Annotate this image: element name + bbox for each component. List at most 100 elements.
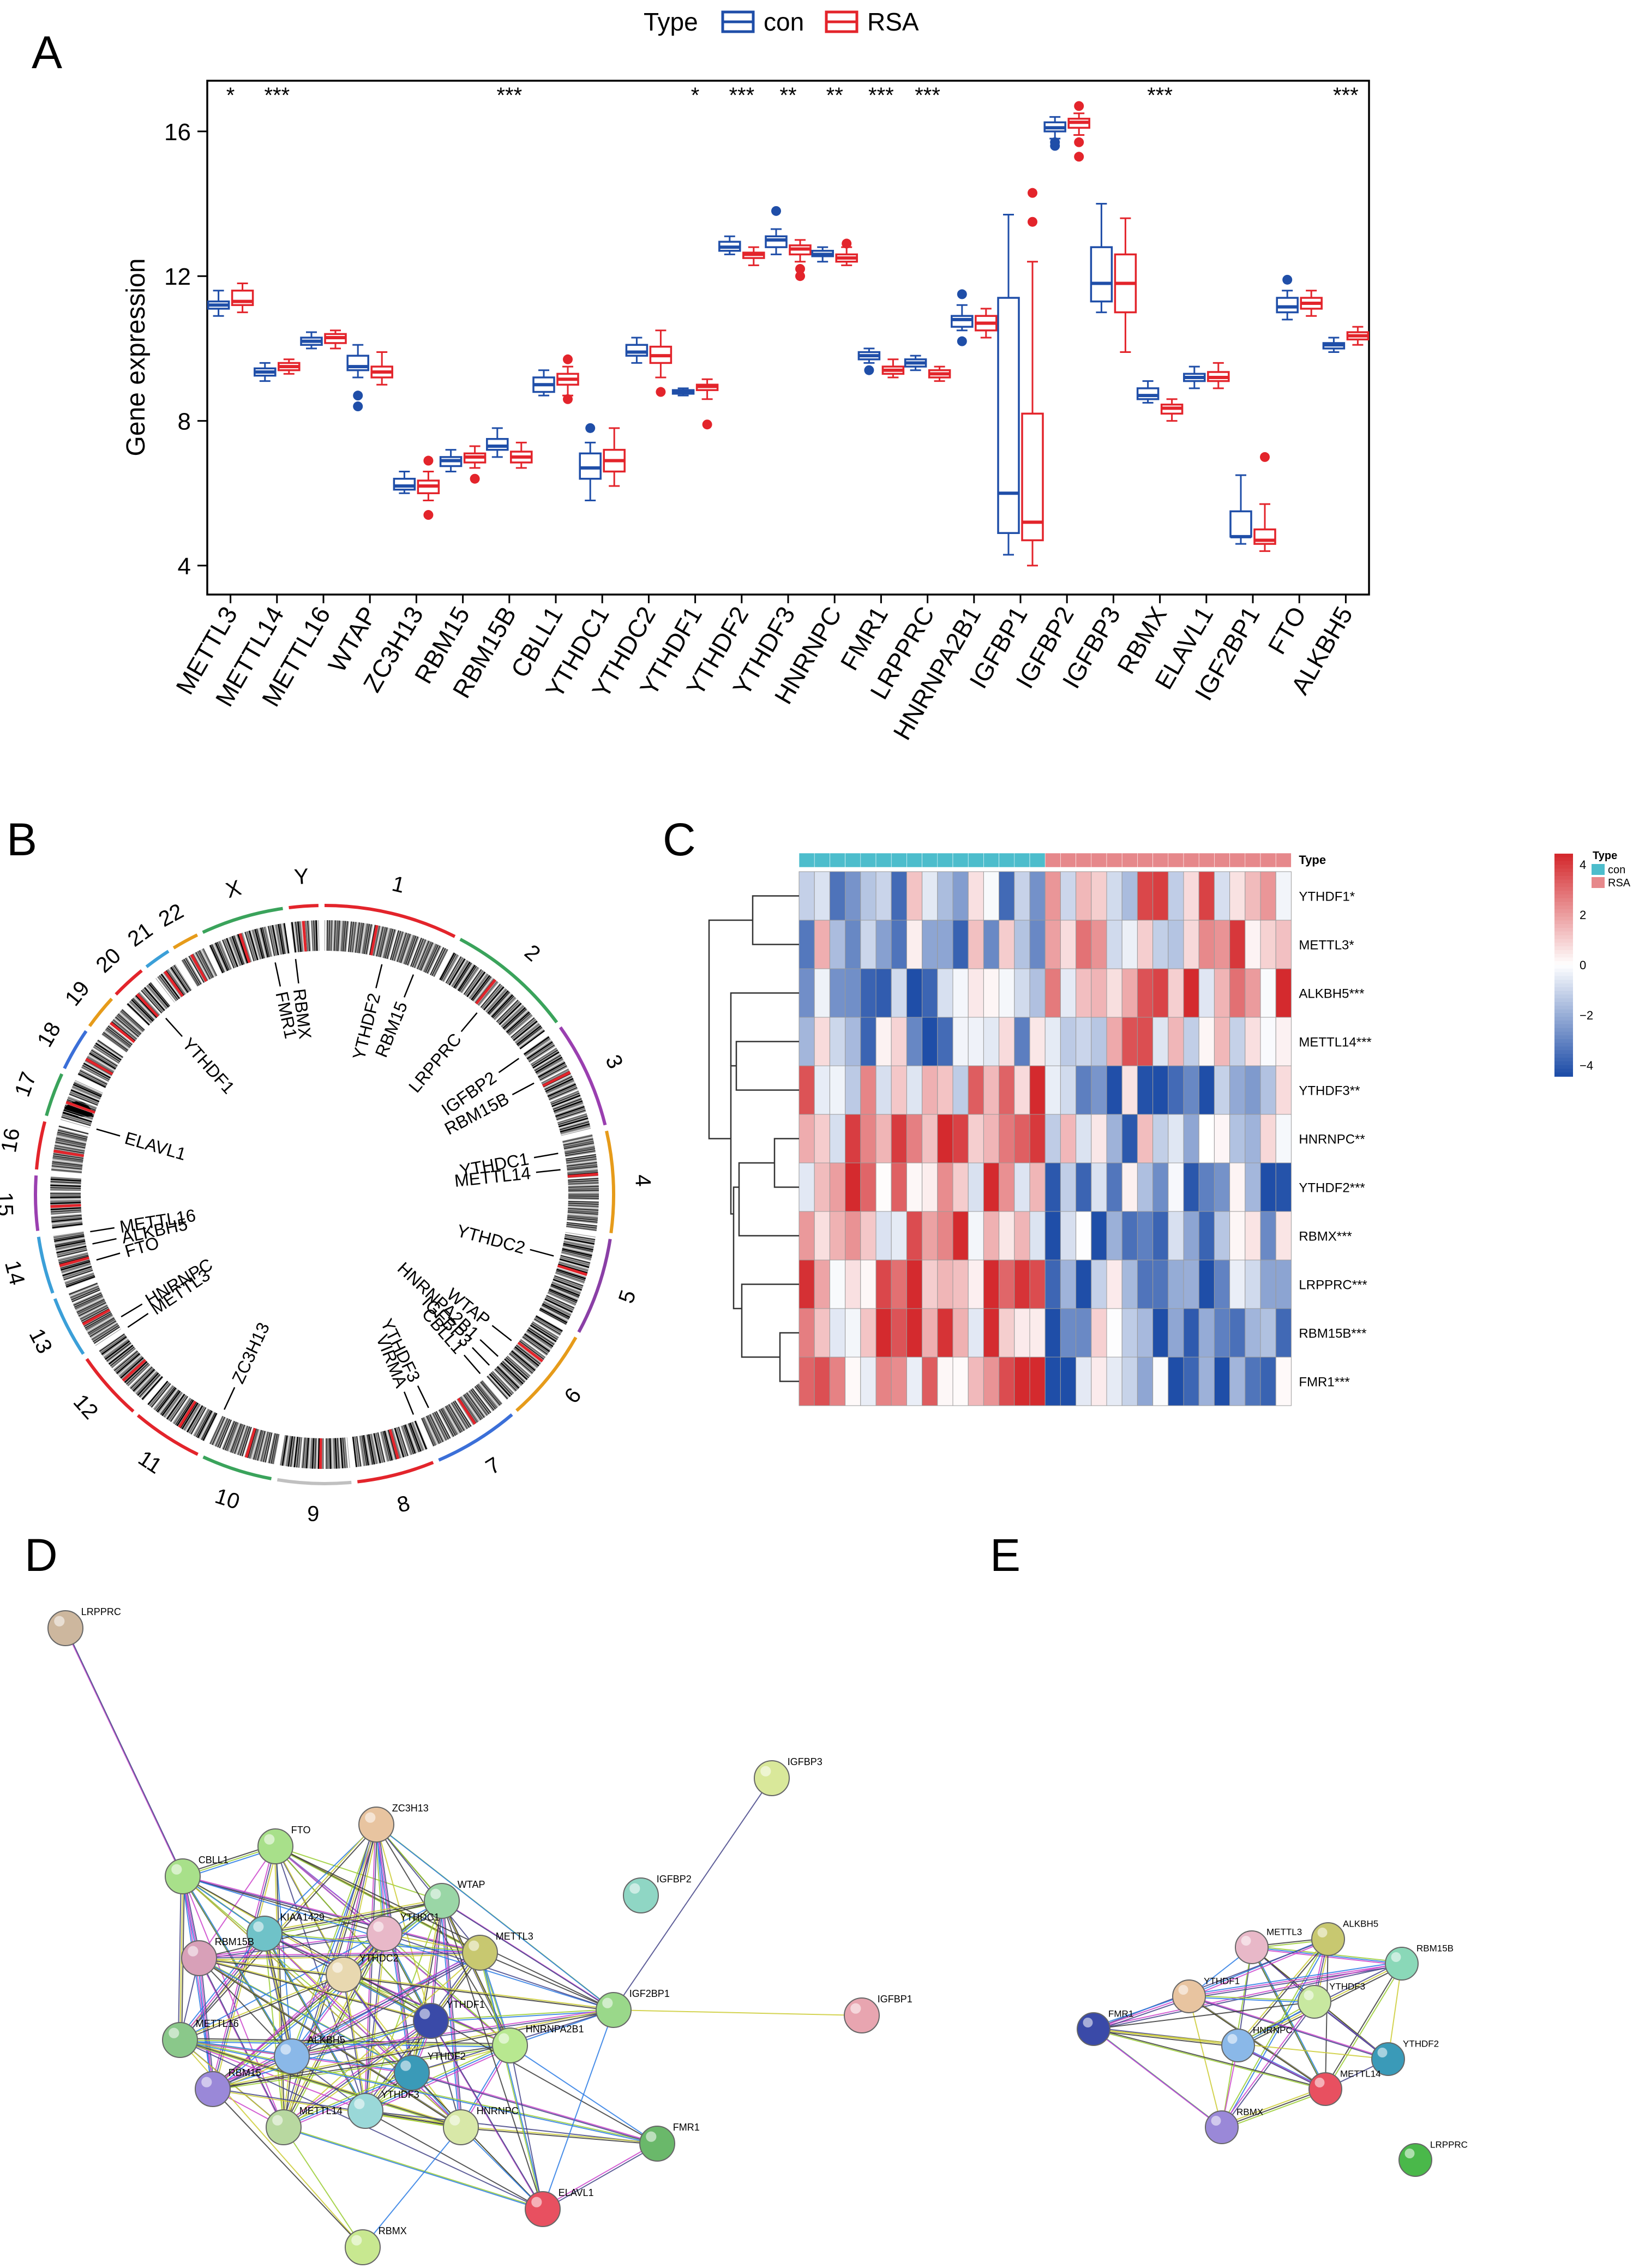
network-edge: [362, 2127, 461, 2248]
heatmap-cell: [922, 920, 938, 969]
node-label: LRPPRC: [81, 1606, 121, 1617]
scale-segment: [1554, 953, 1573, 958]
network-node: IGF2BP1: [596, 1988, 670, 2028]
annotation-cell: [922, 853, 938, 868]
heatmap-cell: [1029, 968, 1046, 1018]
ideogram-band: [481, 983, 501, 1008]
network-edge: [1190, 1939, 1329, 1998]
network-edge: [64, 1627, 183, 1876]
chromosome-label: X: [223, 875, 244, 903]
network-edge: [275, 1847, 285, 2128]
significance-mark: *: [691, 83, 700, 107]
box-con: [300, 331, 323, 350]
network-edge: [384, 1933, 614, 2011]
gene-tick: [536, 1169, 561, 1173]
legend-rsa-key: [825, 10, 858, 33]
annotation-cell: [1152, 853, 1169, 868]
network-edge: [431, 2010, 615, 2023]
ideogram-band: [466, 971, 486, 998]
ideogram-band: [147, 1381, 169, 1405]
node-label: ALKBH5: [308, 2035, 345, 2045]
heatmap-cell: [1076, 920, 1092, 969]
network-edge: [1238, 1939, 1330, 2047]
chromosome-arc: [88, 998, 113, 1027]
network-edge: [613, 2009, 862, 2016]
network-edge: [1190, 1997, 1328, 2091]
heatmap-cell: [999, 1017, 1015, 1066]
chromosome-label: 5: [614, 1287, 641, 1306]
box-con: [1043, 116, 1066, 151]
network-edge: [1220, 2000, 1314, 2127]
network-edge: [212, 2008, 613, 2089]
network-node: METTL14: [1308, 2069, 1381, 2106]
ideogram-band: [562, 1248, 592, 1257]
ideogram-band: [243, 1427, 254, 1457]
network-edge: [277, 1847, 482, 1955]
gene-tick: [165, 1017, 183, 1037]
gene-label: ELAVL1: [123, 1128, 189, 1164]
heatmap-cell: [891, 1162, 907, 1212]
network-edge: [1188, 1995, 1314, 2002]
ideogram-band: [537, 1060, 565, 1076]
heatmap-cell: [891, 871, 907, 921]
network-node: YTHDC1: [367, 1912, 440, 1952]
ideogram-band: [112, 1349, 137, 1370]
node-highlight: [332, 1962, 343, 1973]
annotation-cell: [875, 853, 892, 868]
ideogram-band: [441, 953, 457, 981]
ideogram-band: [137, 1372, 159, 1396]
network-edge: [1220, 1938, 1328, 2127]
heatmap-cell: [1044, 920, 1061, 969]
network-edge: [179, 2039, 511, 2046]
heatmap-cell: [906, 1259, 923, 1309]
network-edge: [263, 1932, 509, 2045]
box-con: [532, 369, 555, 397]
centromere: [557, 1264, 587, 1276]
centromere: [65, 1101, 95, 1114]
heatmap-cell: [1091, 1017, 1107, 1066]
ideogram-band: [105, 1340, 130, 1360]
ideogram-band: [486, 989, 507, 1012]
node-highlight: [449, 2115, 460, 2126]
node-sphere: [413, 2003, 449, 2039]
heatmap-cell: [1106, 920, 1122, 969]
network-edge: [262, 1931, 291, 2055]
network-edge: [442, 1901, 615, 2012]
significance-mark: *: [226, 83, 235, 107]
scale-segment: [1554, 1009, 1573, 1014]
heatmap-cell: [922, 1162, 938, 1212]
ideogram-band: [237, 1425, 249, 1455]
heatmap-cell: [891, 1211, 907, 1261]
heatmap-cell: [1183, 920, 1199, 969]
chromosome-label: 8: [395, 1491, 412, 1517]
gene-tick: [463, 1354, 481, 1375]
heatmap-cell: [799, 1065, 815, 1115]
ideogram-band: [539, 1307, 568, 1324]
heatmap-cell: [1152, 1308, 1169, 1358]
network-edge: [1093, 1939, 1329, 2030]
ideogram-band: [425, 944, 439, 973]
heatmap-cell: [1152, 1357, 1169, 1406]
network-node: LRPPRC: [47, 1606, 121, 1646]
network-edge: [198, 1957, 613, 2010]
heatmap-cell: [1044, 871, 1061, 921]
box-con: [1136, 380, 1160, 404]
outlier-point: [423, 510, 434, 520]
scale-segment: [1554, 1072, 1573, 1077]
heatmap-cell: [1214, 1017, 1230, 1066]
node-highlight: [1404, 2149, 1415, 2158]
significance-mark: **: [826, 83, 843, 107]
node-highlight: [602, 1997, 613, 2008]
heatmap-cell: [1091, 1357, 1107, 1406]
network-node: YTHDF3: [347, 2089, 419, 2129]
network-edge: [1190, 1996, 1389, 2061]
ideogram-band: [133, 1369, 155, 1392]
ideogram-band: [507, 1354, 532, 1376]
chromosome-label: 10: [212, 1484, 243, 1514]
ideogram-band: [540, 1067, 568, 1083]
ideogram-band: [533, 1320, 560, 1337]
ideogram-band: [131, 999, 154, 1022]
gene-tick: [96, 1252, 121, 1261]
heatmap-cell: [1044, 1114, 1061, 1163]
heatmap-cell: [875, 1065, 892, 1115]
